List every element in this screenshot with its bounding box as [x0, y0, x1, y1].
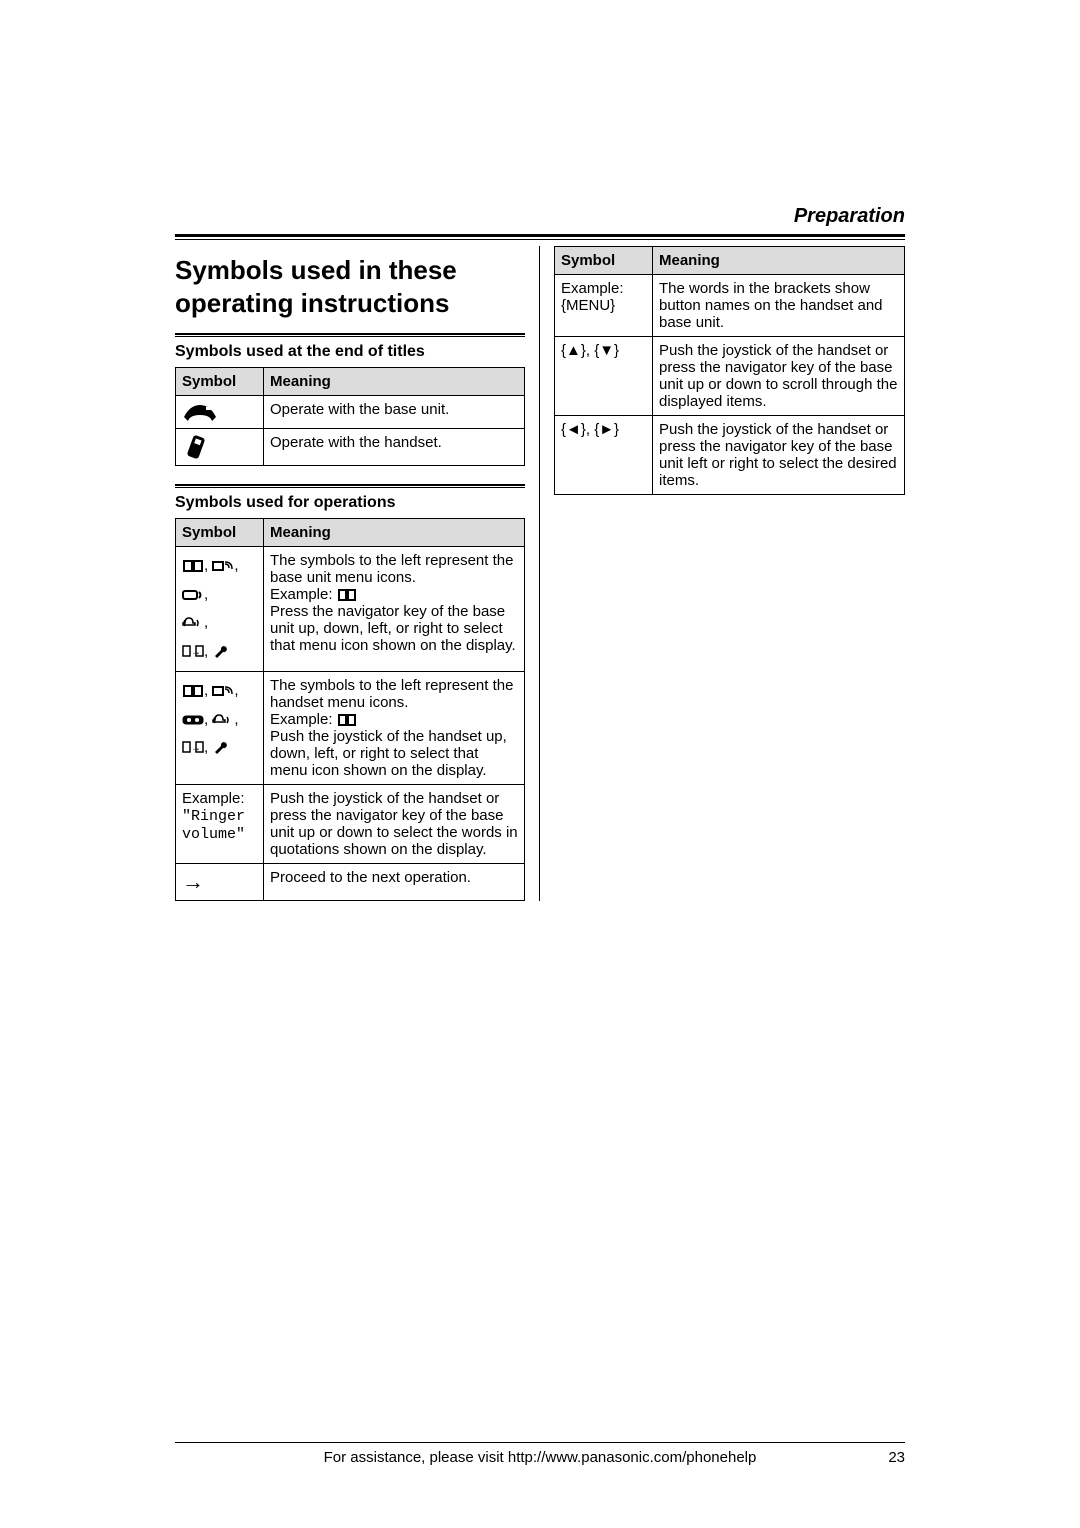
symbol-label: Example: — [182, 790, 245, 807]
footer: For assistance, please visit http://www.… — [175, 1442, 905, 1466]
rule-thin — [175, 239, 905, 240]
table-row: {▲}, {▼} Push the joystick of the handse… — [555, 337, 905, 416]
col-symbol: Symbol — [176, 368, 264, 396]
handset-icon — [182, 434, 210, 460]
left-column: Symbols used in these operating instruct… — [175, 246, 540, 901]
page-title: Symbols used in these operating instruct… — [175, 254, 525, 319]
table-header-row: Symbol Meaning — [176, 368, 525, 396]
symbol-example-ringer: Example: "Ringer volume" — [176, 785, 264, 864]
meaning-cell: Push the joystick of the handset or pres… — [653, 337, 905, 416]
table-row: , , , , →, The symbols to the left repre… — [176, 547, 525, 672]
symbol-arrow: → — [176, 864, 264, 901]
table-operations-cont: Symbol Meaning Example: {MENU} The words… — [554, 246, 905, 495]
col-meaning: Meaning — [264, 519, 525, 547]
symbol-example-menu: Example: {MENU} — [555, 275, 653, 337]
meaning-cell: Operate with the handset. — [264, 429, 525, 466]
phonebook-icon — [182, 559, 204, 573]
symbol-handset-icon — [176, 429, 264, 466]
ringer-icon — [212, 712, 234, 728]
symbol-base-unit-icon — [176, 396, 264, 429]
meaning-line: Example: — [270, 711, 337, 728]
table-operations: Symbol Meaning , , , , →, The symbols to… — [175, 518, 525, 901]
symbol-left-right: {◄}, {►} — [555, 416, 653, 495]
subheading-operations: Symbols used for operations — [175, 494, 525, 512]
section-header: Preparation — [175, 205, 905, 228]
phonebook-icon — [337, 714, 357, 726]
caller-id-icon — [212, 559, 234, 573]
table-row: → Proceed to the next operation. — [176, 864, 525, 901]
copy-icon: → — [182, 645, 204, 659]
meaning-cell: The symbols to the left represent the ha… — [264, 672, 525, 785]
wrench-icon — [212, 741, 228, 755]
ringer-icon — [182, 615, 204, 631]
meaning-line: Push the joystick of the handset up, dow… — [270, 728, 507, 779]
symbol-mono: volume" — [182, 826, 245, 843]
meaning-cell: Proceed to the next operation. — [264, 864, 525, 901]
col-symbol: Symbol — [176, 519, 264, 547]
base-unit-icon — [182, 401, 218, 423]
meaning-cell: The symbols to the left represent the ba… — [264, 547, 525, 672]
phonebook-icon — [337, 589, 357, 601]
caller-id-icon — [212, 684, 234, 698]
table-end-titles: Symbol Meaning Operate with the base uni… — [175, 367, 525, 466]
symbol-up-down: {▲}, {▼} — [555, 337, 653, 416]
wrench-icon — [212, 645, 228, 659]
answering-icon — [182, 588, 204, 602]
footer-text: For assistance, please visit http://www.… — [324, 1449, 757, 1466]
rule-thick — [175, 234, 905, 237]
tape-icon — [182, 713, 204, 727]
table-header-row: Symbol Meaning — [176, 519, 525, 547]
subheading-end-titles: Symbols used at the end of titles — [175, 343, 525, 361]
symbol-label: Example: — [561, 280, 624, 297]
right-column: Symbol Meaning Example: {MENU} The words… — [540, 246, 905, 901]
meaning-cell: Operate with the base unit. — [264, 396, 525, 429]
table-row: Operate with the base unit. — [176, 396, 525, 429]
sub-rule — [175, 484, 525, 486]
two-column-layout: Symbols used in these operating instruct… — [175, 246, 905, 901]
meaning-line: Example: — [270, 586, 337, 603]
meaning-line: The symbols to the left represent the ha… — [270, 677, 513, 711]
copy-icon: → — [182, 741, 204, 755]
sub-rule-thin — [175, 487, 525, 488]
table-row: Example: {MENU} The words in the bracket… — [555, 275, 905, 337]
meaning-line: Press the navigator key of the base unit… — [270, 603, 516, 654]
meaning-cell: The words in the brackets show button na… — [653, 275, 905, 337]
col-symbol: Symbol — [555, 247, 653, 275]
symbol-mono: "Ringer — [182, 808, 245, 825]
table-header-row: Symbol Meaning — [555, 247, 905, 275]
phonebook-icon — [182, 684, 204, 698]
page: Preparation Symbols used in these operat… — [0, 0, 1080, 1528]
table-row: Operate with the handset. — [176, 429, 525, 466]
meaning-cell: Push the joystick of the handset or pres… — [653, 416, 905, 495]
col-meaning: Meaning — [264, 368, 525, 396]
table-row: , , , , →, The symbols to the left repre… — [176, 672, 525, 785]
symbol-handset-menu-icons: , , , , →, — [176, 672, 264, 785]
sub-rule-thin — [175, 336, 525, 337]
sub-rule — [175, 333, 525, 335]
meaning-cell: Push the joystick of the handset or pres… — [264, 785, 525, 864]
meaning-line: The symbols to the left represent the ba… — [270, 552, 513, 586]
table-row: {◄}, {►} Push the joystick of the handse… — [555, 416, 905, 495]
page-number: 23 — [888, 1449, 905, 1466]
symbol-bracket: {MENU} — [561, 297, 615, 314]
symbol-base-menu-icons: , , , , →, — [176, 547, 264, 672]
table-row: Example: "Ringer volume" Push the joysti… — [176, 785, 525, 864]
col-meaning: Meaning — [653, 247, 905, 275]
